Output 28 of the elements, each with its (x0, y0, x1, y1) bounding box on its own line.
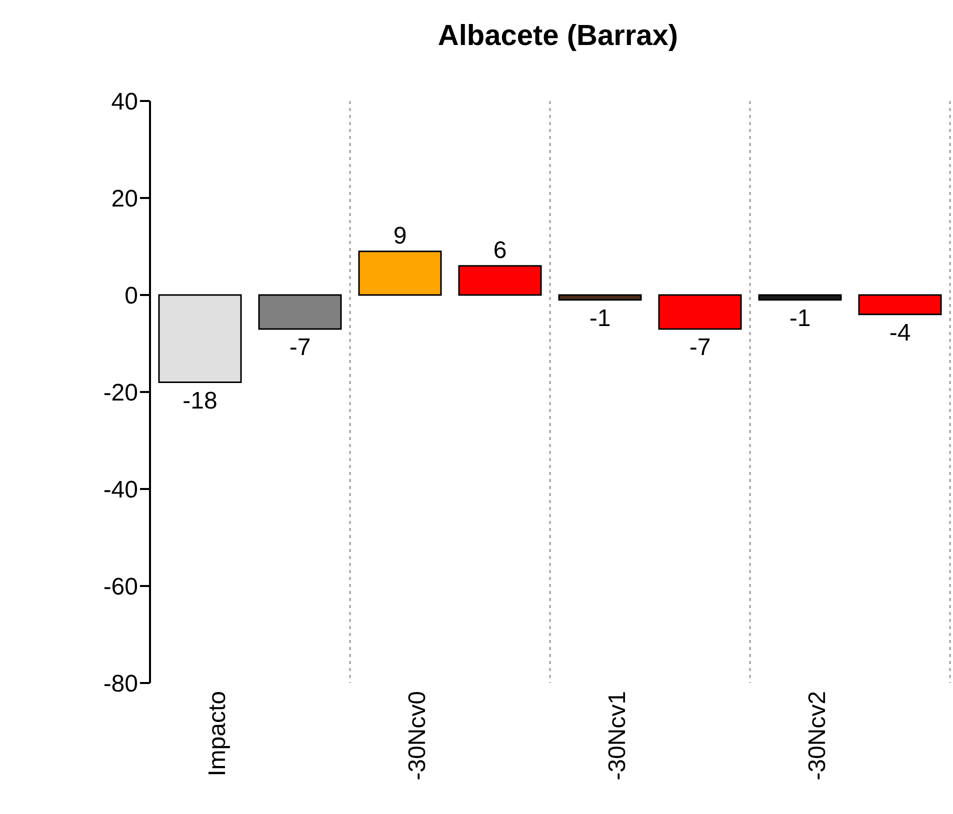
bar (858, 294, 942, 316)
data-label: -7 (689, 334, 711, 361)
bar (358, 250, 442, 296)
bar (158, 294, 242, 384)
x-tick-label: -30Ncv1 (604, 691, 632, 780)
y-tick-label: -20 (103, 380, 138, 407)
x-tick-label: -30Ncv2 (804, 691, 832, 780)
data-label: -1 (789, 304, 811, 332)
bar (758, 294, 842, 301)
x-tick-label: -30Ncv0 (404, 691, 432, 780)
y-tick-label: -80 (103, 670, 138, 698)
data-label: 9 (393, 222, 407, 250)
data-label: -7 (289, 334, 311, 361)
data-label: -4 (889, 319, 911, 346)
x-tick-label: Impacto (204, 691, 232, 776)
data-label: 6 (493, 236, 507, 264)
bar (558, 294, 642, 301)
chart-title: Albacete (Barrax) (436, 20, 680, 53)
data-label: -18 (182, 387, 218, 414)
bar (458, 265, 542, 296)
bar (658, 294, 742, 330)
y-tick-label: -40 (103, 476, 138, 504)
y-tick-label: -60 (103, 574, 138, 601)
bar (258, 294, 342, 330)
y-tick-label: 0 (124, 282, 138, 310)
y-tick-label: 40 (111, 88, 138, 116)
data-label: -1 (589, 304, 611, 332)
y-tick-label: 20 (111, 186, 138, 213)
